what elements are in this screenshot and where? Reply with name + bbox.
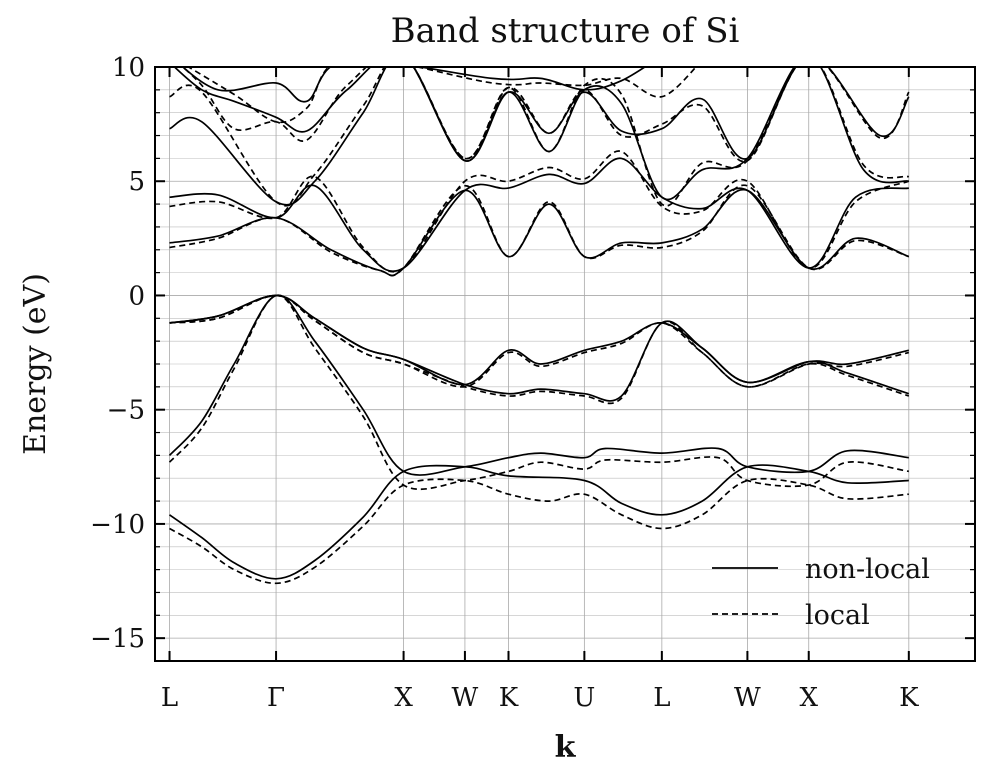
x-tick-label: K: [499, 683, 519, 713]
x-axis-label: k: [555, 730, 577, 765]
x-tick-label: X: [394, 683, 413, 713]
non-local-band-1: [169, 464, 909, 580]
non-local-band-9: [181, 67, 647, 103]
x-tick-label: W: [734, 683, 761, 713]
y-tick-label: 0: [128, 281, 145, 311]
x-tick-label: Γ: [267, 683, 285, 713]
non-local-band-8: [173, 67, 910, 162]
non-local-band-2: [168, 294, 909, 476]
y-axis-label: Energy (eV): [18, 273, 53, 455]
x-tick-label: L: [653, 683, 670, 713]
non-local-band-3: [169, 294, 910, 402]
non-local-band-5: [169, 188, 910, 277]
local-band-4: [169, 294, 909, 388]
chart-title: Band structure of Si: [391, 11, 740, 51]
non-local-band-6: [169, 157, 909, 273]
local-band-7: [169, 67, 910, 207]
y-tick-labels: 10 5 0 −5 −10 −15: [90, 53, 145, 654]
local-band-8: [181, 67, 910, 163]
y-tick-label: −15: [90, 624, 145, 654]
non-local-band-4: [169, 294, 909, 386]
local-band-2: [168, 294, 909, 490]
local-band-9: [186, 67, 697, 124]
non-local-band-7: [169, 67, 910, 206]
local-band-5: [169, 184, 910, 277]
y-tick-label: −5: [107, 396, 145, 426]
legend: non-local local: [712, 554, 930, 631]
x-tick-label: K: [899, 683, 919, 713]
x-tick-label: L: [161, 683, 178, 713]
legend-label-non-local: non-local: [805, 554, 930, 585]
bands-layer: [168, 67, 910, 585]
series-local: [168, 67, 910, 585]
local-band-6: [169, 150, 910, 273]
y-tick-label: 5: [128, 167, 145, 197]
ticks-layer: [155, 66, 975, 662]
x-tick-label: W: [452, 683, 479, 713]
x-tick-label: U: [573, 683, 595, 713]
local-band-1: [169, 477, 909, 585]
local-band-3: [169, 294, 910, 405]
y-tick-label: 10: [112, 53, 145, 83]
x-tick-label: X: [799, 683, 818, 713]
legend-label-local: local: [805, 600, 870, 631]
y-tick-label: −10: [90, 510, 145, 540]
